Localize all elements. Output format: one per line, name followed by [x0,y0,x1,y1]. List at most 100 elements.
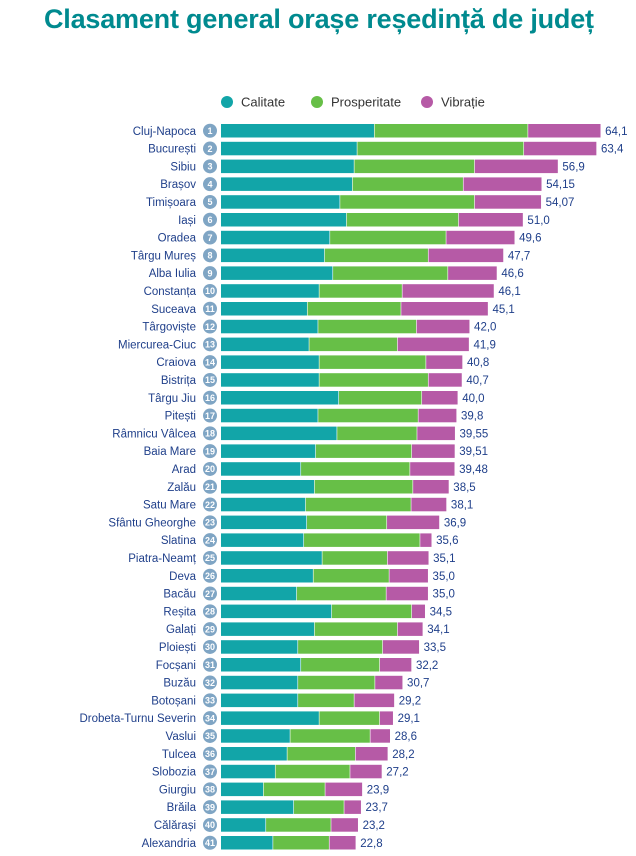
bar-prosperitate-18 [337,426,417,441]
bar-calitate-35 [221,729,290,743]
rank-badge [203,515,217,530]
total-label: 41,9 [473,339,495,351]
rank-badge [203,728,217,743]
total-label: 39,51 [459,446,488,458]
bar-calitate-26 [221,569,313,583]
total-label: 64,1 [605,126,627,138]
rank-label: 37 [205,767,215,777]
city-label: Deva [169,571,196,583]
total-label: 28,2 [392,749,414,761]
total-label: 51,0 [527,215,549,227]
rank-badge [203,426,217,441]
rank-label: 31 [205,660,215,670]
rank-badge [203,622,217,637]
total-label: 63,4 [601,144,624,156]
total-label: 23,9 [367,784,389,796]
bar-vibraie-32 [375,675,403,690]
bar-prosperitate-9 [333,266,448,280]
bar-prosperitate-11 [307,302,401,316]
rank-label: 24 [205,535,215,545]
bar-prosperitate-14 [319,355,426,369]
rank-label: 36 [205,749,215,759]
city-label: Vaslui [166,731,196,743]
total-label: 54,07 [546,197,575,209]
bar-calitate-40 [221,818,266,832]
total-label: 56,9 [562,161,584,173]
rank-label: 25 [205,553,215,563]
rank-badge [203,461,217,476]
rank-badge [203,123,217,138]
bar-vibraie-30 [382,640,420,654]
rank-badge [203,444,217,459]
bar-calitate-16 [221,391,339,405]
rank-label: 35 [205,731,215,741]
bar-vibraie-38 [325,782,363,797]
rank-label: 3 [207,162,212,172]
bar-prosperitate-1 [374,124,528,138]
bar-calitate-12 [221,319,318,334]
bar-prosperitate-13 [309,337,398,352]
bar-prosperitate-30 [298,640,383,654]
rank-badge [203,746,217,761]
bar-vibraie-5 [474,195,542,209]
rank-label: 32 [205,678,215,688]
city-label: București [148,144,196,156]
city-label: Tulcea [162,749,197,761]
city-label: Zalău [167,482,196,494]
bar-calitate-3 [221,159,354,174]
total-label: 28,6 [395,731,417,743]
bar-vibraie-21 [413,480,449,494]
bar-vibraie-11 [401,302,488,316]
bar-prosperitate-28 [331,604,412,619]
rank-label: 39 [205,802,215,812]
city-label: Târgoviște [142,322,196,334]
rank-badge [203,568,217,583]
bar-vibraie-36 [355,747,388,761]
rank-label: 9 [207,268,212,278]
bar-calitate-28 [221,604,332,619]
rank-badge [203,159,217,174]
city-label: Târgu Mureș [131,250,196,262]
bar-prosperitate-20 [301,462,410,476]
rank-badge [203,675,217,690]
bar-vibraie-26 [389,569,428,583]
bar-prosperitate-38 [263,782,325,797]
bar-prosperitate-23 [306,515,387,530]
bar-prosperitate-41 [273,836,329,850]
rank-label: 23 [205,518,215,528]
bar-vibraie-6 [458,213,523,227]
city-label: Alba Iulia [149,268,197,280]
total-label: 49,6 [519,233,541,245]
total-label: 46,1 [498,286,520,298]
bar-calitate-11 [221,302,307,316]
bar-prosperitate-40 [266,818,331,832]
total-label: 32,2 [416,660,438,672]
rank-label: 12 [205,322,215,332]
city-label: Ploiești [159,642,196,654]
bar-calitate-31 [221,658,301,672]
total-label: 35,6 [436,535,458,547]
bar-calitate-37 [221,764,275,779]
rank-badge [203,479,217,494]
city-label: Piatra-Neamț [128,553,197,565]
rank-badge [203,533,217,548]
city-label: Târgu Jiu [148,393,196,405]
bar-prosperitate-24 [304,533,420,547]
total-label: 39,55 [460,428,489,440]
bar-calitate-34 [221,711,319,725]
bar-prosperitate-17 [318,408,418,423]
city-label: Bistrița [161,375,197,387]
bar-vibraie-28 [411,604,425,619]
bar-vibraie-3 [474,159,558,174]
total-label: 42,0 [474,322,496,334]
rank-badge [203,497,217,512]
city-label: Slobozia [152,767,197,779]
rank-label: 22 [205,500,215,510]
total-label: 39,8 [461,411,483,423]
bar-prosperitate-15 [319,373,428,387]
bar-calitate-25 [221,551,322,565]
total-label: 40,8 [467,357,489,369]
total-label: 36,9 [444,517,466,529]
bar-calitate-24 [221,533,304,547]
total-label: 46,6 [501,268,523,280]
